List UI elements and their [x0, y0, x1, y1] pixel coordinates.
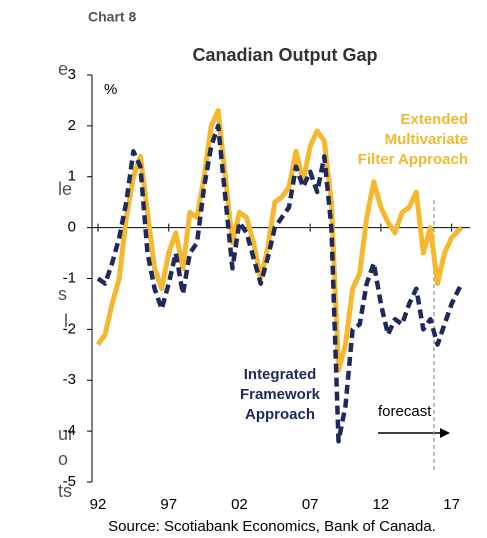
clipped-text: ts: [58, 481, 72, 501]
x-tick-label: 17: [443, 496, 460, 513]
x-tick-label: 07: [302, 496, 319, 513]
y-tick-label: 2: [68, 117, 76, 134]
x-tick-label: 02: [231, 496, 248, 513]
clipped-text: o: [58, 449, 68, 469]
series-line: [96, 123, 464, 444]
clipped-text: le: [58, 179, 72, 199]
x-tick-label: 12: [373, 496, 390, 513]
clipped-text: e: [58, 59, 68, 79]
chart-label: Chart 8: [88, 9, 136, 25]
y-tick-label: -5: [63, 473, 76, 490]
x-tick-label: 97: [160, 496, 177, 513]
x-tick-label: 92: [90, 496, 107, 513]
y-tick-label: -4: [63, 422, 76, 439]
y-tick-label: -3: [63, 371, 76, 388]
y-tick-label: 1: [68, 168, 76, 185]
clipped-text: s: [58, 284, 67, 304]
y-tick-label: -2: [63, 320, 76, 337]
legend-label: Integrated Framework Approach: [240, 366, 321, 423]
series-line: [95, 108, 464, 373]
y-unit: %: [104, 81, 117, 98]
clipped-text: l: [64, 311, 68, 331]
legend-label: Extended Multivariate Filter Approach: [358, 111, 468, 168]
clipped-text: ur: [58, 424, 74, 444]
forecast-arrowhead: [440, 428, 450, 438]
chart-title: Canadian Output Gap: [192, 45, 377, 65]
y-tick-label: -1: [63, 269, 76, 286]
y-tick-label: 3: [68, 66, 76, 83]
forecast-label: forecast: [378, 403, 432, 420]
y-tick-label: 0: [68, 219, 76, 236]
source: Source: Scotiabank Economics, Bank of Ca…: [108, 518, 436, 535]
